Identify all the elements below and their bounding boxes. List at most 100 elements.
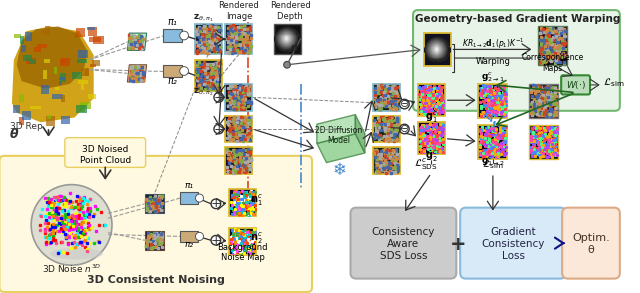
Text: ⊖: ⊖ bbox=[400, 124, 409, 134]
Bar bbox=[20, 36, 24, 44]
Text: $\mathbf{n}_2^c$: $\mathbf{n}_2^c$ bbox=[250, 231, 263, 246]
FancyBboxPatch shape bbox=[0, 156, 312, 292]
Bar bbox=[44, 59, 50, 63]
Bar bbox=[79, 102, 91, 109]
Text: $\mathbf{g}_1^c$: $\mathbf{g}_1^c$ bbox=[425, 110, 438, 125]
Text: $\mathbf{g}^c_{2\to1}$: $\mathbf{g}^c_{2\to1}$ bbox=[481, 70, 505, 84]
Bar bbox=[195, 23, 221, 54]
FancyBboxPatch shape bbox=[351, 208, 456, 279]
Text: θ: θ bbox=[10, 128, 19, 141]
Bar bbox=[79, 50, 88, 58]
Circle shape bbox=[214, 93, 223, 102]
Bar bbox=[45, 26, 51, 35]
Bar bbox=[13, 105, 20, 113]
Bar bbox=[195, 60, 221, 91]
Bar bbox=[88, 93, 96, 99]
FancyBboxPatch shape bbox=[561, 75, 590, 94]
Bar bbox=[225, 147, 252, 174]
Bar bbox=[45, 116, 55, 126]
Bar bbox=[14, 34, 21, 38]
Bar bbox=[51, 94, 63, 99]
Circle shape bbox=[284, 62, 291, 68]
Text: Background
Noise Map: Background Noise Map bbox=[218, 243, 268, 263]
Text: π₂: π₂ bbox=[184, 240, 193, 249]
Bar bbox=[61, 59, 65, 63]
Bar bbox=[54, 67, 57, 74]
Bar bbox=[229, 228, 256, 255]
Text: Geometry-based Gradient Warping: Geometry-based Gradient Warping bbox=[415, 13, 621, 24]
Bar bbox=[29, 59, 36, 64]
Text: $\mathbf{n}_1^c$: $\mathbf{n}_1^c$ bbox=[250, 193, 263, 208]
Polygon shape bbox=[17, 26, 87, 89]
Bar bbox=[180, 231, 198, 242]
Bar bbox=[36, 44, 47, 48]
Bar bbox=[93, 36, 104, 44]
Text: $\mathbf{g}_2^c$: $\mathbf{g}_2^c$ bbox=[425, 148, 438, 164]
Circle shape bbox=[214, 124, 223, 134]
Circle shape bbox=[211, 236, 221, 245]
Bar bbox=[60, 81, 62, 85]
Bar bbox=[418, 84, 445, 115]
Text: Rendered
Depth: Rendered Depth bbox=[271, 1, 311, 21]
Bar bbox=[145, 194, 164, 213]
Bar bbox=[163, 65, 182, 77]
Bar bbox=[21, 45, 26, 52]
Bar bbox=[22, 111, 31, 120]
Text: 3D Noise $n^{3D}$: 3D Noise $n^{3D}$ bbox=[42, 263, 101, 275]
Text: π₂: π₂ bbox=[168, 76, 177, 86]
Circle shape bbox=[180, 67, 189, 75]
Bar bbox=[538, 26, 567, 65]
Circle shape bbox=[399, 99, 409, 109]
Bar bbox=[61, 116, 70, 124]
Bar bbox=[35, 47, 40, 52]
Ellipse shape bbox=[50, 248, 103, 259]
Circle shape bbox=[195, 194, 204, 202]
Bar bbox=[81, 69, 90, 76]
Circle shape bbox=[399, 124, 409, 134]
Text: 3D Noised
Point Cloud: 3D Noised Point Cloud bbox=[79, 145, 131, 165]
Text: $KR_{1\to 2}\mathbf{d}_1(p_1)K^{-1}$: $KR_{1\to 2}\mathbf{d}_1(p_1)K^{-1}$ bbox=[461, 36, 524, 50]
Bar bbox=[76, 105, 87, 113]
Circle shape bbox=[211, 199, 221, 209]
Text: ❄: ❄ bbox=[333, 161, 347, 179]
Circle shape bbox=[180, 31, 189, 40]
Bar bbox=[80, 103, 85, 112]
Bar bbox=[424, 33, 451, 66]
Text: $\mathbf{z}_{\theta,\pi_1}$: $\mathbf{z}_{\theta,\pi_1}$ bbox=[193, 13, 213, 24]
Polygon shape bbox=[355, 115, 365, 153]
Text: Consistency
Aware
SDS Loss: Consistency Aware SDS Loss bbox=[372, 227, 435, 261]
Text: 3D Consistent Noising: 3D Consistent Noising bbox=[87, 275, 225, 285]
Bar bbox=[60, 58, 70, 66]
Text: $W(\cdot)$: $W(\cdot)$ bbox=[566, 79, 586, 91]
Bar bbox=[43, 70, 47, 79]
Text: 2D Diffusion
Model: 2D Diffusion Model bbox=[316, 126, 363, 145]
Text: +: + bbox=[211, 234, 221, 247]
Circle shape bbox=[195, 232, 204, 241]
Bar bbox=[59, 76, 65, 80]
Bar bbox=[180, 192, 198, 204]
Text: d: d bbox=[291, 43, 297, 53]
Text: $\mathcal{L}_\mathrm{sim}$: $\mathcal{L}_\mathrm{sim}$ bbox=[482, 159, 504, 171]
Bar bbox=[225, 23, 252, 54]
Bar bbox=[23, 55, 32, 61]
Bar bbox=[225, 115, 252, 142]
Text: Warping: Warping bbox=[476, 57, 510, 66]
Text: Gradient
Consistency
Loss: Gradient Consistency Loss bbox=[481, 227, 545, 261]
Text: $\mathcal{L}^c_\mathrm{SDS}$: $\mathcal{L}^c_\mathrm{SDS}$ bbox=[413, 157, 437, 172]
Bar bbox=[88, 27, 95, 30]
Text: Optim.
θ: Optim. θ bbox=[572, 233, 610, 255]
Polygon shape bbox=[12, 26, 93, 122]
Text: +: + bbox=[450, 235, 467, 253]
Bar bbox=[85, 68, 89, 76]
Bar bbox=[76, 28, 84, 37]
Text: Rendered
Image: Rendered Image bbox=[219, 1, 259, 21]
Bar bbox=[372, 147, 399, 174]
Bar bbox=[90, 64, 95, 67]
Polygon shape bbox=[127, 65, 147, 82]
Bar bbox=[229, 190, 256, 216]
Bar bbox=[81, 84, 84, 90]
Text: +: + bbox=[213, 122, 224, 135]
Bar bbox=[55, 87, 59, 90]
Circle shape bbox=[31, 185, 112, 265]
Bar bbox=[372, 115, 399, 142]
